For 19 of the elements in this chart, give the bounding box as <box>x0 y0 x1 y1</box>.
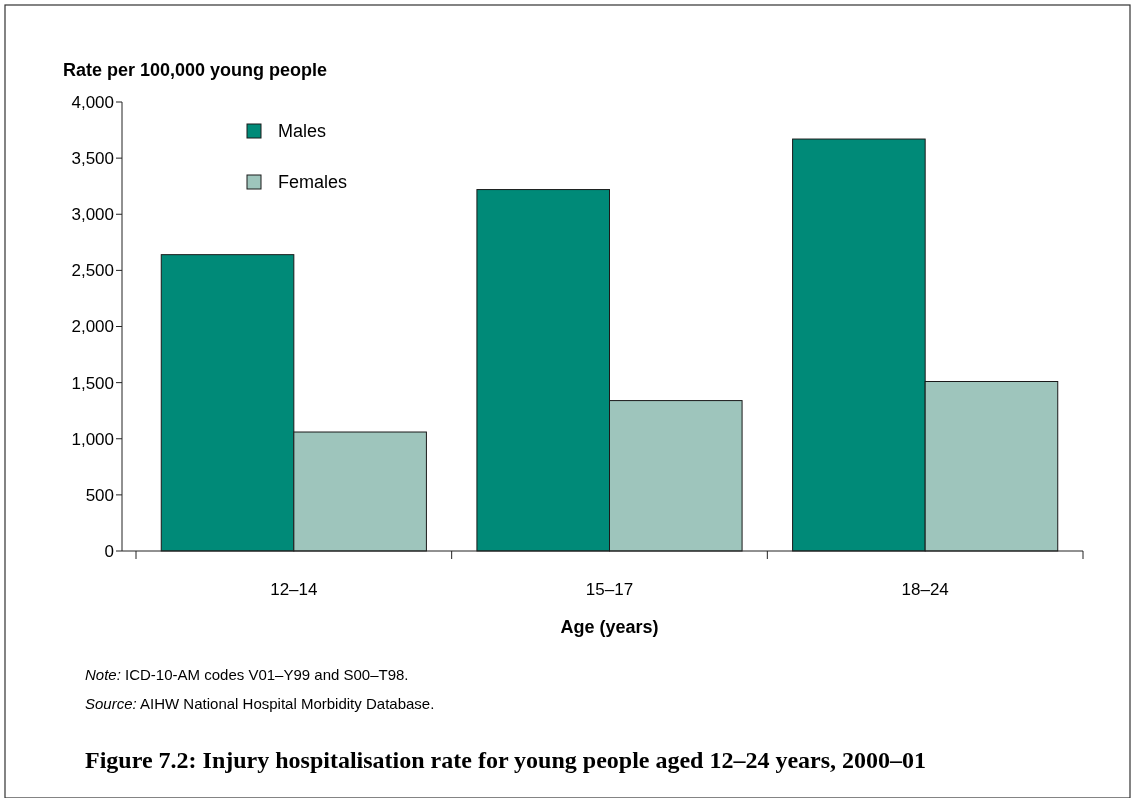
y-tick-label: 1,500 <box>71 373 114 393</box>
x-tick-label: 12–14 <box>270 580 318 599</box>
y-tick-label: 0 <box>104 541 114 561</box>
x-tick-label: 18–24 <box>901 580 949 599</box>
legend-label: Females <box>278 172 348 193</box>
y-axis-title: Rate per 100,000 young people <box>63 60 328 80</box>
text: Figure 7.2: Injury hospitalisation rate for young people aged 12–24 years, 2000–01 <box>85 747 927 773</box>
x-tick-label: 15–17 <box>585 580 634 599</box>
y-tick-label: 2,500 <box>71 261 114 281</box>
text: Note: ICD-10-AM codes V01–Y99 and S00–T98. <box>85 666 409 683</box>
y-tick-label: 1,000 <box>71 429 114 449</box>
legend-label: Males <box>278 121 327 142</box>
y-tick-label: 2,000 <box>71 317 114 337</box>
y-tick-label: 500 <box>85 485 114 505</box>
y-tick-label: 3,500 <box>71 149 114 169</box>
y-tick-label: 4,000 <box>71 92 114 112</box>
y-tick-label: 3,000 <box>71 205 114 225</box>
x-axis-title: Age (years) <box>560 617 659 637</box>
source-note: Source: AIHW National Hospital Morbidity Database. <box>85 695 435 712</box>
